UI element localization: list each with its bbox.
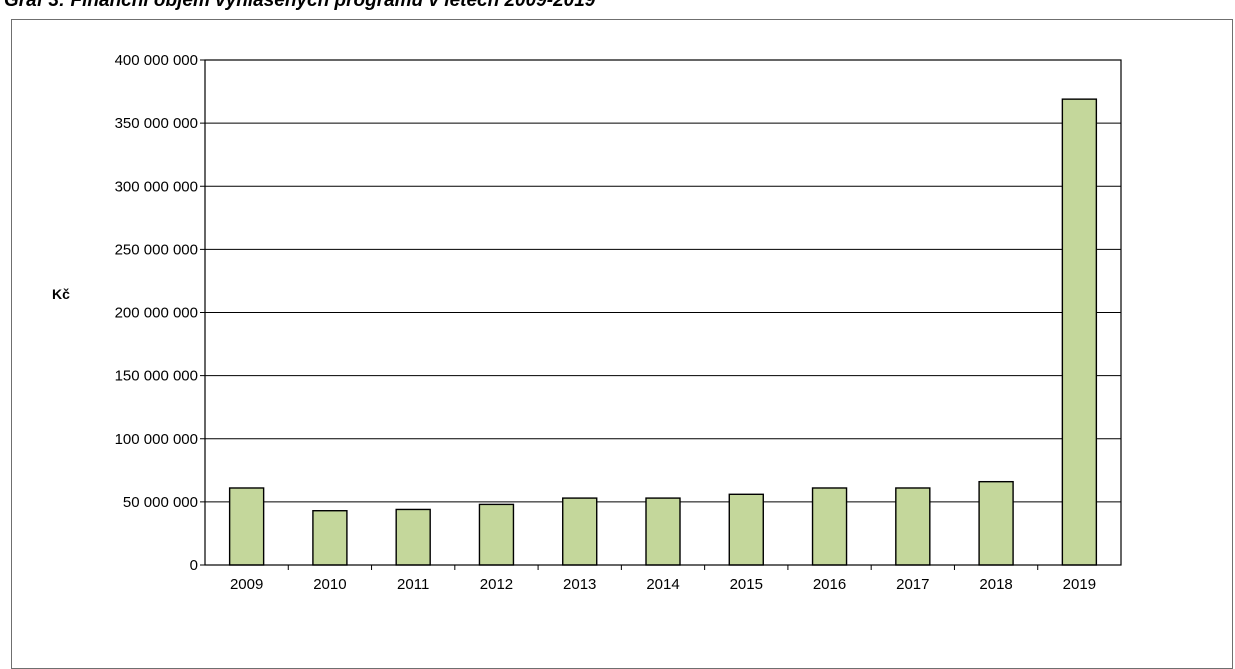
x-tick-label: 2012: [480, 576, 513, 593]
x-tick-label: 2015: [730, 576, 763, 593]
bar-2015: [728, 493, 764, 566]
y-axis-label: Kč: [52, 286, 70, 302]
bar-2014: [645, 497, 681, 566]
x-tick-label: 2010: [313, 576, 346, 593]
x-tick-label: 2013: [563, 576, 596, 593]
chart-title: Graf 3: Finanční objem vyhlášených progr…: [4, 0, 596, 11]
y-tick-label: 300 000 000: [115, 178, 198, 195]
x-tick-label: 2011: [397, 576, 429, 593]
x-tick-label: 2017: [896, 576, 929, 593]
x-tick-label: 2014: [646, 576, 679, 593]
bar-2012: [478, 503, 515, 566]
y-tick-label: 50 000 000: [123, 494, 198, 511]
y-tick-label: 350 000 000: [115, 115, 198, 132]
bar-2009: [228, 487, 265, 566]
x-tick-label: 2016: [813, 576, 846, 593]
y-tick-label: 200 000 000: [115, 305, 198, 322]
y-tick-label: 0: [190, 557, 198, 574]
bar-2011: [395, 508, 431, 566]
x-tick-label: 2019: [1063, 576, 1096, 593]
bar-2010: [312, 510, 348, 566]
y-tick-label: 250 000 000: [115, 241, 198, 258]
y-tick-label: 400 000 000: [115, 52, 198, 69]
bar-2018: [978, 480, 1014, 566]
bar-2019: [1061, 98, 1098, 566]
y-tick-label: 150 000 000: [115, 368, 198, 385]
bar-2017: [895, 487, 931, 566]
bar-2013: [562, 497, 598, 566]
x-tick-label: 2018: [979, 576, 1012, 593]
bar-2016: [811, 487, 848, 566]
y-tick-label: 100 000 000: [115, 431, 198, 448]
x-tick-label: 2009: [230, 576, 263, 593]
